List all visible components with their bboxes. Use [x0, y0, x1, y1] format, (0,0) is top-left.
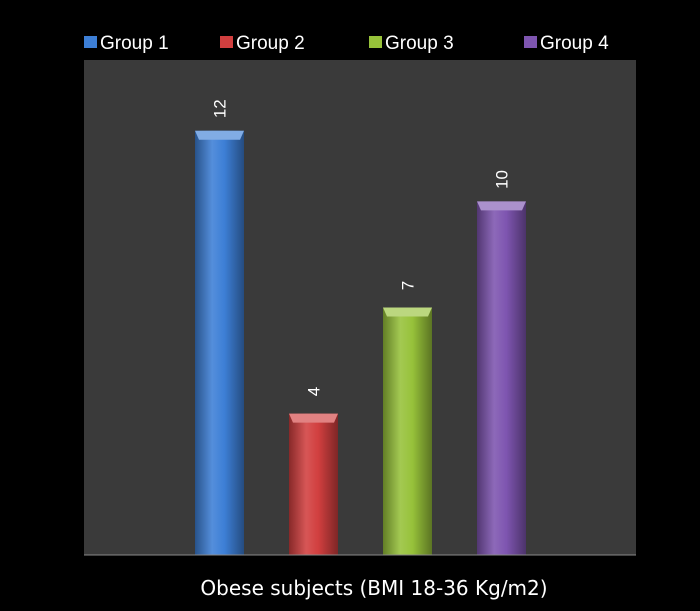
bar-cap-group-3: [383, 307, 432, 317]
plot-area: [84, 60, 636, 555]
bar-group-3: [383, 307, 432, 555]
legend-swatch-group-3: [369, 36, 382, 48]
legend-label-group-3: Group 3: [385, 33, 454, 54]
bar-cap-group-4: [477, 201, 526, 211]
legend-swatch-group-4: [524, 36, 537, 48]
bar-group-4: [477, 201, 526, 555]
data-labels-group: 12 4 7 10: [211, 99, 512, 396]
bar-group-1: [195, 130, 244, 555]
bar-group-2: [289, 413, 338, 555]
x-axis-title: Obese subjects (BMI 18-36 Kg/m2): [200, 576, 547, 600]
data-label-group-3: 7: [399, 281, 418, 290]
data-label-group-4: 10: [493, 170, 512, 189]
bars-group: [195, 130, 526, 555]
legend-label-group-1: Group 1: [100, 33, 169, 54]
bar-cap-group-1: [195, 130, 244, 140]
legend: Group 1 Group 2 Group 3 Group 4: [84, 33, 609, 54]
legend-label-group-2: Group 2: [236, 33, 305, 54]
legend-label-group-4: Group 4: [540, 33, 609, 54]
legend-swatch-group-2: [220, 36, 233, 48]
legend-swatch-group-1: [84, 36, 97, 48]
data-label-group-2: 4: [305, 387, 324, 396]
bar-cap-group-2: [289, 413, 338, 423]
data-label-group-1: 12: [211, 99, 230, 118]
